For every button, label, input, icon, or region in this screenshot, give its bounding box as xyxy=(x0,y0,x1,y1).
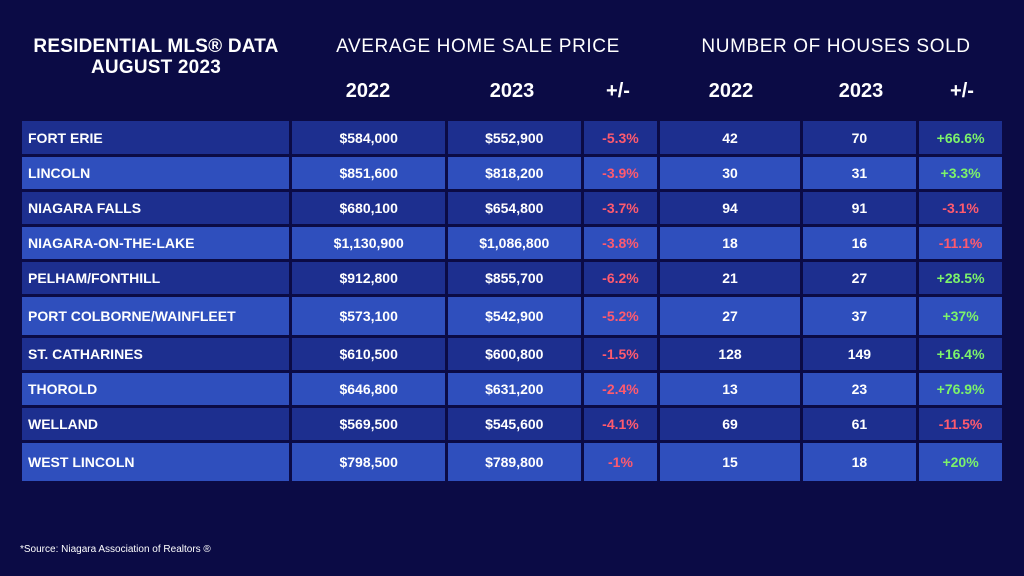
area-name-cell: WEST LINCOLN xyxy=(22,443,290,481)
price-2023-cell: $600,800 xyxy=(447,338,581,370)
sold-2023-cell: 91 xyxy=(802,192,917,224)
area-name-cell: THOROLD xyxy=(22,373,290,405)
price-change-cell: -1% xyxy=(583,443,658,481)
sold-2023-cell: 23 xyxy=(802,373,917,405)
price-2022-cell: $584,000 xyxy=(292,121,445,154)
sold-change-cell: +76.9% xyxy=(919,373,1002,405)
table-row: PELHAM/FONTHILL $912,800 $855,700 -6.2% 21 27… xyxy=(22,262,1002,294)
sold-2023-cell: 16 xyxy=(802,227,917,259)
price-2022-cell: $610,500 xyxy=(292,338,445,370)
sold-change-cell: +16.4% xyxy=(919,338,1002,370)
area-name-cell: LINCOLN xyxy=(22,157,290,189)
price-2022-cell: $798,500 xyxy=(292,443,445,481)
sold-change-cell: +20% xyxy=(919,443,1002,481)
sold-change-cell: -11.1% xyxy=(919,227,1002,259)
price-change-cell: -5.2% xyxy=(583,297,658,335)
sold-group-header: NUMBER OF HOUSES SOLD xyxy=(701,36,971,57)
price-change-header: +/- xyxy=(606,80,630,102)
price-change-cell: -4.1% xyxy=(583,408,658,440)
sold-2022-cell: 128 xyxy=(660,338,800,370)
area-name-cell: ST. CATHARINES xyxy=(22,338,290,370)
table-row: THOROLD $646,800 $631,200 -2.4% 13 23 +76.9% xyxy=(22,373,1002,405)
sold-2023-cell: 37 xyxy=(802,297,917,335)
price-change-cell: -5.3% xyxy=(583,121,658,154)
sold-2023-cell: 18 xyxy=(802,443,917,481)
price-change-cell: -1.5% xyxy=(583,338,658,370)
sold-2022-cell: 30 xyxy=(660,157,800,189)
table-row: PORT COLBORNE/WAINFLEET $573,100 $542,900-… xyxy=(22,297,1002,335)
price-2023-cell: $631,200 xyxy=(447,373,581,405)
price-2023-cell: $552,900 xyxy=(447,121,581,154)
area-name-cell: PELHAM/FONTHILL xyxy=(22,262,290,294)
price-change-cell: -3.8% xyxy=(583,227,658,259)
area-name-cell: PORT COLBORNE/WAINFLEET xyxy=(22,297,290,335)
sold-2023-cell: 31 xyxy=(802,157,917,189)
area-name-cell: NIAGARA FALLS xyxy=(22,192,290,224)
price-2023-cell: $1,086,800 xyxy=(447,227,581,259)
sold-2023-cell: 27 xyxy=(802,262,917,294)
price-2022-cell: $912,800 xyxy=(292,262,445,294)
table-row: ST. CATHARINES $610,500 $600,800 -1.5% 128 14… xyxy=(22,338,1002,370)
sold-2022-cell: 94 xyxy=(660,192,800,224)
price-change-cell: -3.7% xyxy=(583,192,658,224)
sold-change-cell: -3.1% xyxy=(919,192,1002,224)
sold-2023-cell: 70 xyxy=(802,121,917,154)
price-2023-cell: $818,200 xyxy=(447,157,581,189)
sold-2022-cell: 27 xyxy=(660,297,800,335)
sold-2023-cell: 61 xyxy=(802,408,917,440)
table-row: WEST LINCOLN $798,500 $789,800 -1% 15 18 +20% xyxy=(22,443,1002,481)
price-group-header: AVERAGE HOME SALE PRICE xyxy=(336,36,620,57)
price-2022-cell: $851,600 xyxy=(292,157,445,189)
sold-2022-cell: 21 xyxy=(660,262,800,294)
price-2023-cell: $855,700 xyxy=(447,262,581,294)
price-2022-cell: $1,130,900 xyxy=(292,227,445,259)
area-name-cell: NIAGARA-ON-THE-LAKE xyxy=(22,227,290,259)
price-2023-cell: $789,800 xyxy=(447,443,581,481)
sold-2022-cell: 18 xyxy=(660,227,800,259)
sold-change-cell: +28.5% xyxy=(919,262,1002,294)
sold-change-cell: -11.5% xyxy=(919,408,1002,440)
sold-2022-cell: 69 xyxy=(660,408,800,440)
price-change-cell: -6.2% xyxy=(583,262,658,294)
price-2022-cell: $680,100 xyxy=(292,192,445,224)
table-row: FORT ERIE $584,000 $552,900 -5.3% 42 70 +66.6% xyxy=(22,121,1002,154)
price-2023-header: 2023 xyxy=(489,80,535,102)
sold-change-cell: +66.6% xyxy=(919,121,1002,154)
data-table: FORT ERIE $584,000 $552,900 -5.3% 42 70 +66.6%… xyxy=(19,118,1005,484)
price-2022-cell: $573,100 xyxy=(292,297,445,335)
price-2023-cell: $545,600 xyxy=(447,408,581,440)
area-name-cell: FORT ERIE xyxy=(22,121,290,154)
table-row: NIAGARA-ON-THE-LAKE $1,130,900 $1,086,800-… xyxy=(22,227,1002,259)
sold-2023-cell: 149 xyxy=(802,338,917,370)
area-name-cell: WELLAND xyxy=(22,408,290,440)
sold-change-cell: +3.3% xyxy=(919,157,1002,189)
sold-change-cell: +37% xyxy=(919,297,1002,335)
table-row: WELLAND $569,500 $545,600 -4.1% 69 61 -11.5% xyxy=(22,408,1002,440)
price-2022-cell: $646,800 xyxy=(292,373,445,405)
table-row: NIAGARA FALLS $680,100 $654,800 -3.7% 94 91 -3… xyxy=(22,192,1002,224)
table-row: LINCOLN $851,600 $818,200 -3.9% 30 31 +3.3% xyxy=(22,157,1002,189)
sold-2023-header: 2023 xyxy=(838,80,884,102)
title-line-2: AUGUST 2023 xyxy=(91,57,221,78)
price-change-cell: -2.4% xyxy=(583,373,658,405)
source-footnote: *Source: Niagara Association of Realtors… xyxy=(20,544,211,555)
price-2022-cell: $569,500 xyxy=(292,408,445,440)
title-line-1: RESIDENTIAL MLS® DATA xyxy=(33,36,279,57)
sold-2022-cell: 42 xyxy=(660,121,800,154)
price-2023-cell: $654,800 xyxy=(447,192,581,224)
price-2022-header: 2022 xyxy=(345,80,391,102)
sold-change-header: +/- xyxy=(950,80,974,102)
price-2023-cell: $542,900 xyxy=(447,297,581,335)
price-change-cell: -3.9% xyxy=(583,157,658,189)
page-title: RESIDENTIAL MLS® DATA AUGUST 2023 xyxy=(6,36,306,78)
sold-2022-cell: 13 xyxy=(660,373,800,405)
sold-2022-header: 2022 xyxy=(708,80,754,102)
sold-2022-cell: 15 xyxy=(660,443,800,481)
